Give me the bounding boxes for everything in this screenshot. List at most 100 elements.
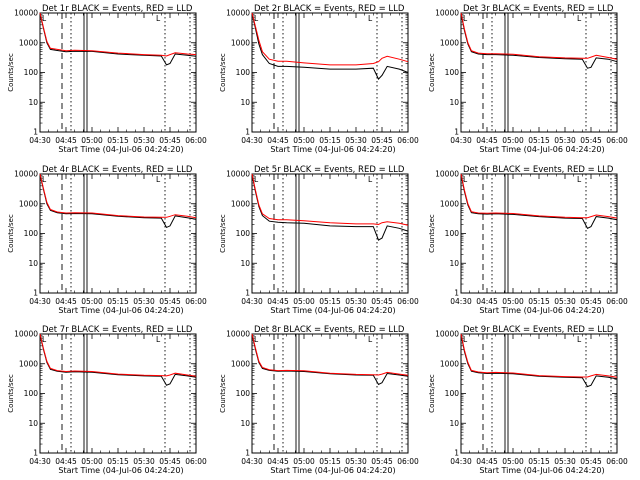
y-tick-label: 100: [24, 229, 39, 238]
plot-frame: [39, 333, 197, 454]
chart-title: Det 9r BLACK = Events, RED = LLD: [463, 325, 614, 335]
x-tick-label: 05:45: [159, 297, 181, 306]
y-tick-label: 10: [28, 259, 38, 268]
y-axis-label: Counts/sec: [428, 214, 436, 253]
x-tick-label: 06:00: [606, 297, 628, 306]
x-tick-label: 05:15: [107, 136, 129, 145]
x-tick-label: 05:45: [159, 457, 181, 466]
chart-panel: 1 10 100 1000 10000 04:30 04:45 05:00 05:15 05:30…: [7, 4, 207, 154]
x-tick-label: 04:45: [55, 457, 77, 466]
chart-title: Det 8r BLACK = Events, RED = LLD: [254, 325, 405, 335]
y-tick-label: 1: [454, 449, 459, 458]
lld-series-line: [460, 173, 618, 219]
y-tick-label: 1: [33, 289, 38, 298]
y-tick-label: 100: [24, 389, 39, 398]
legend-marker: L: [156, 14, 161, 23]
y-tick-label: 10: [449, 419, 459, 428]
plot-frame: [460, 173, 618, 294]
y-tick-label: 1000: [231, 359, 250, 368]
x-tick-label: 04:45: [476, 457, 498, 466]
x-tick-label: 06:00: [185, 136, 207, 145]
y-tick-label: 10000: [226, 170, 250, 179]
x-tick-label: 05:30: [345, 136, 367, 145]
chart-title: Det 7r BLACK = Events, RED = LLD: [42, 325, 193, 335]
lld-series-line: [460, 12, 618, 60]
x-tick-label: 06:00: [606, 457, 628, 466]
lld-series-line: [460, 333, 618, 378]
x-tick-label: 05:30: [554, 457, 576, 466]
x-axis-label: Start Time (04-Jul-06 04:24:20): [479, 145, 604, 154]
y-tick-label: 10: [28, 419, 38, 428]
x-tick-label: 05:00: [81, 297, 103, 306]
legend-marker: L: [577, 175, 582, 184]
x-axis-label: Start Time (04-Jul-06 04:24:20): [270, 306, 395, 315]
x-tick-label: 05:15: [319, 297, 341, 306]
chart-panel: 1 10 100 1000 10000 04:30 04:45 05:00 05:15 05:30…: [7, 165, 207, 315]
y-axis-label: Counts/sec: [7, 374, 15, 413]
legend-marker: L: [42, 14, 47, 23]
y-tick-label: 1000: [19, 199, 38, 208]
y-tick-label: 1: [454, 128, 459, 137]
chart-panel: 1 10 100 1000 10000 04:30 04:45 05:00 05:15 05:30…: [7, 325, 207, 475]
y-tick-label: 1000: [231, 38, 250, 47]
legend-marker: L: [463, 14, 468, 23]
y-tick-label: 10000: [435, 9, 459, 18]
chart-panel: 1 10 100 1000 10000 04:30 04:45 05:00 05:15 05:30…: [428, 165, 628, 315]
x-tick-label: 06:00: [185, 457, 207, 466]
x-tick-label: 05:30: [554, 136, 576, 145]
x-tick-label: 05:30: [133, 457, 155, 466]
legend-marker: L: [42, 335, 47, 344]
legend-marker: L: [368, 175, 373, 184]
x-tick-label: 05:00: [502, 297, 524, 306]
chart-title: Det 4r BLACK = Events, RED = LLD: [42, 165, 193, 175]
x-tick-label: 05:15: [319, 457, 341, 466]
x-tick-label: 05:15: [528, 297, 550, 306]
y-tick-label: 1000: [19, 359, 38, 368]
y-tick-label: 100: [236, 68, 251, 77]
plot-frame: [460, 333, 618, 454]
y-tick-label: 1000: [440, 38, 459, 47]
legend-marker: L: [156, 335, 161, 344]
legend-marker: L: [156, 175, 161, 184]
plot-frame: [251, 173, 409, 294]
plot-frame: [39, 12, 197, 133]
legend-marker: L: [368, 335, 373, 344]
x-tick-label: 05:00: [502, 136, 524, 145]
x-tick-label: 04:45: [476, 136, 498, 145]
x-tick-label: 04:30: [29, 297, 51, 306]
legend-marker: L: [577, 335, 582, 344]
chart-title: Det 1r BLACK = Events, RED = LLD: [42, 4, 193, 14]
y-tick-label: 100: [236, 389, 251, 398]
legend-marker: L: [254, 14, 259, 23]
chart-panel: 1 10 100 1000 10000 04:30 04:45 05:00 05:15 05:30…: [219, 165, 419, 315]
plot-frame: [460, 12, 618, 133]
x-tick-label: 05:00: [293, 136, 315, 145]
y-axis-label: Counts/sec: [219, 374, 227, 413]
x-tick-label: 05:15: [528, 457, 550, 466]
x-tick-label: 06:00: [397, 457, 419, 466]
chart-panel: 1 10 100 1000 10000 04:30 04:45 05:00 05:15 05:30…: [428, 325, 628, 475]
x-tick-label: 05:15: [528, 136, 550, 145]
plot-frame: [251, 333, 409, 454]
chart-title: Det 5r BLACK = Events, RED = LLD: [254, 165, 405, 175]
x-axis-label: Start Time (04-Jul-06 04:24:20): [58, 466, 183, 475]
y-tick-label: 10: [449, 259, 459, 268]
x-tick-label: 04:45: [55, 136, 77, 145]
x-tick-label: 06:00: [397, 297, 419, 306]
lld-series-line: [251, 173, 409, 226]
x-tick-label: 04:30: [241, 457, 263, 466]
chart-panel: 1 10 100 1000 10000 04:30 04:45 05:00 05:15 05:30…: [219, 4, 419, 154]
x-tick-label: 05:00: [81, 136, 103, 145]
legend-marker: L: [577, 14, 582, 23]
y-tick-label: 1000: [440, 199, 459, 208]
x-tick-label: 05:15: [319, 136, 341, 145]
y-axis-label: Counts/sec: [7, 214, 15, 253]
y-tick-label: 1: [33, 449, 38, 458]
plot-frame: [251, 12, 409, 133]
x-axis-label: Start Time (04-Jul-06 04:24:20): [270, 466, 395, 475]
x-tick-label: 05:30: [345, 457, 367, 466]
lld-series-line: [39, 12, 197, 57]
x-tick-label: 05:30: [554, 297, 576, 306]
y-tick-label: 1: [245, 289, 250, 298]
y-tick-label: 100: [445, 68, 460, 77]
